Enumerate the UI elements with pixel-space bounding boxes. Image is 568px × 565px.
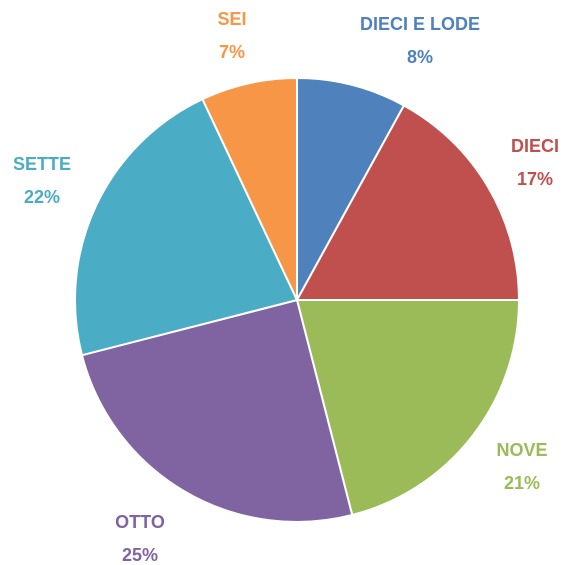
pie-slice	[80, 298, 354, 523]
pie-slice	[201, 76, 298, 301]
value-label: 21%	[504, 473, 540, 493]
pie-slice	[296, 76, 406, 301]
value-label: 25%	[122, 545, 158, 565]
value-label: 8%	[407, 47, 433, 67]
category-label: SETTE	[13, 154, 71, 174]
pie-slice	[74, 97, 299, 357]
category-label: SEI	[217, 9, 246, 29]
pie-slice	[295, 104, 521, 301]
category-label: DIECI	[511, 136, 559, 156]
pie-slice	[295, 299, 521, 517]
value-label: 7%	[219, 42, 245, 62]
category-label: DIECI E LODE	[360, 14, 480, 34]
value-label: 22%	[24, 187, 60, 207]
category-label: NOVE	[496, 440, 547, 460]
category-label: OTTO	[115, 512, 165, 532]
value-label: 17%	[517, 169, 553, 189]
